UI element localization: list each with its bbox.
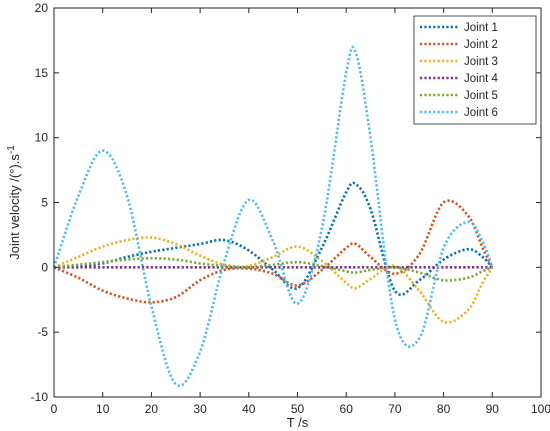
y-axis-label-main: Joint velocity /(°).s xyxy=(7,154,22,260)
x-tick-label: 20 xyxy=(145,402,159,416)
legend-label-joint-6: Joint 6 xyxy=(464,107,498,119)
x-tick-label: 80 xyxy=(437,402,451,416)
legend-label-joint-3: Joint 3 xyxy=(464,56,498,68)
legend-label-joint-2: Joint 2 xyxy=(464,39,498,51)
legend-label-joint-1: Joint 1 xyxy=(464,22,498,34)
legend-label-joint-5: Joint 5 xyxy=(464,90,498,102)
x-tick-label: 50 xyxy=(291,402,305,416)
legend-box xyxy=(413,15,537,125)
legend-label-joint-4: Joint 4 xyxy=(464,73,498,85)
y-axis-label: Joint velocity /(°).s-1 xyxy=(6,145,22,260)
x-axis-label: T /s xyxy=(287,415,309,430)
y-tick-label: -5 xyxy=(37,325,48,339)
plot-area xyxy=(52,45,494,387)
y-tick-label: 5 xyxy=(41,196,48,210)
x-tick-label: 100 xyxy=(531,402,550,416)
series-line-joint-3 xyxy=(53,236,494,324)
legend: Joint 1 Joint 2 Joint 3 Joint 4 Joint 5 Joint… xyxy=(413,15,537,125)
series-line-joint-6 xyxy=(52,45,494,387)
y-tick-label: 20 xyxy=(35,1,49,15)
x-tick-label: 60 xyxy=(340,402,354,416)
x-tick-label: 0 xyxy=(51,402,58,416)
y-tick-label: 0 xyxy=(41,260,48,274)
x-tick-label: 10 xyxy=(96,402,110,416)
x-tick-label: 70 xyxy=(388,402,402,416)
x-tick-label: 40 xyxy=(242,402,256,416)
y-axis-label-exponent: -1 xyxy=(6,145,17,154)
y-tick-label: 15 xyxy=(35,66,49,80)
x-axis-ticks: 0 10 20 30 40 50 60 70 80 90 100 xyxy=(51,8,550,416)
series-line-joint-1 xyxy=(53,181,494,297)
y-tick-label: 10 xyxy=(35,131,49,145)
y-tick-label: -10 xyxy=(31,390,49,404)
series-line-joint-5 xyxy=(53,256,493,282)
x-tick-label: 90 xyxy=(486,402,500,416)
series-line-joint-2 xyxy=(53,199,494,304)
y-axis-ticks: -10 -5 0 5 10 15 20 xyxy=(31,1,541,404)
x-tick-label: 30 xyxy=(193,402,207,416)
